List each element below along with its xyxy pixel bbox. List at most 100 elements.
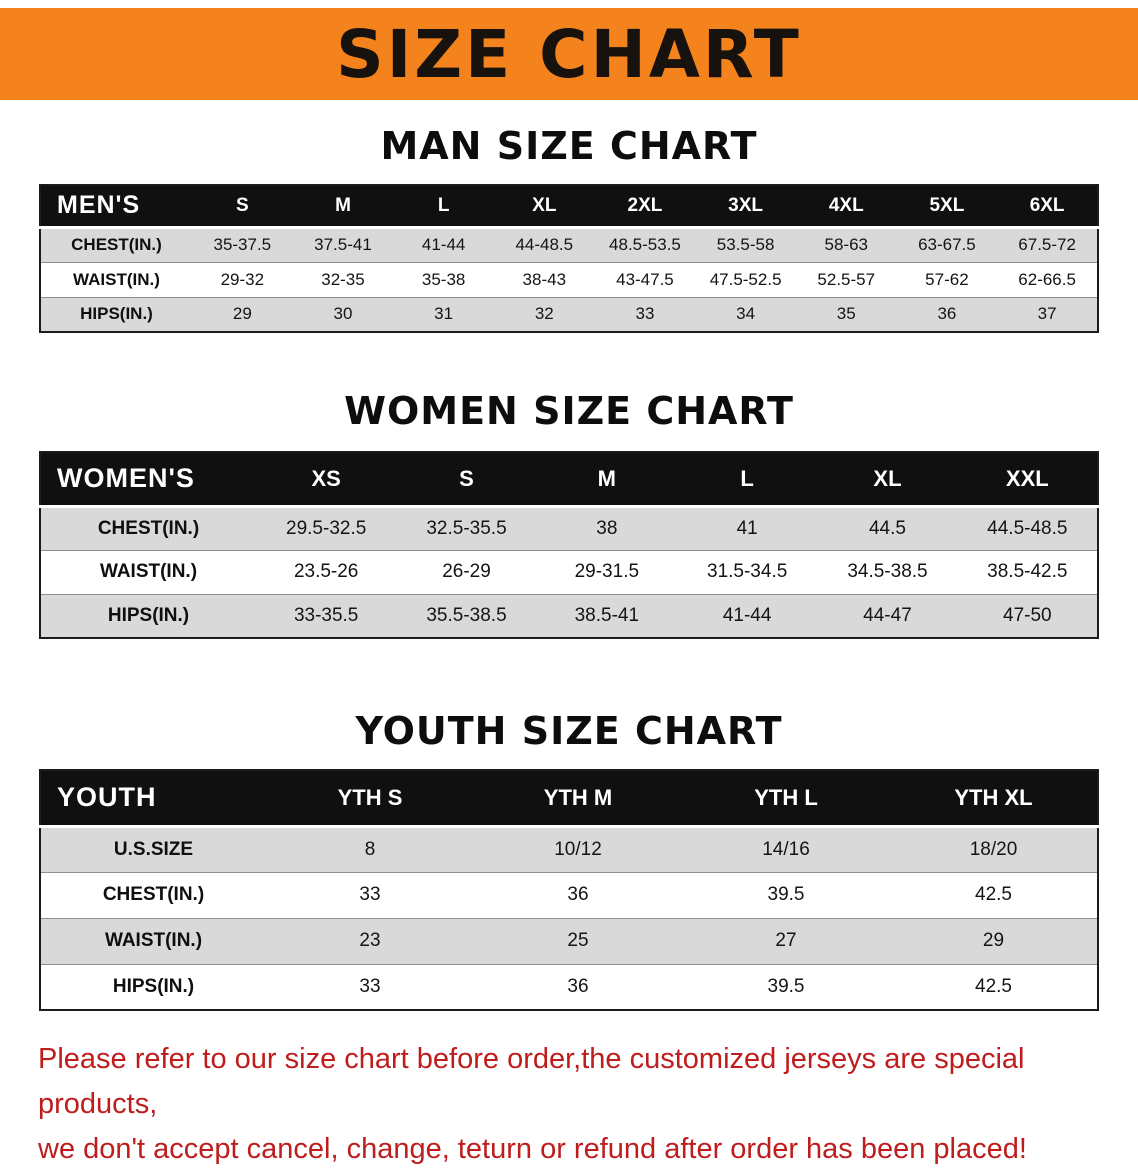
youth-table-row: WAIST(IN.) 23 25 27 29 (40, 918, 1098, 964)
women-column-header: XS (256, 452, 397, 508)
women-row-label: HIPS(IN.) (107, 604, 190, 626)
men-column-header: 2XL (594, 185, 696, 229)
women-cell: 38.5-42.5 (987, 561, 1068, 582)
men-cell: 31 (434, 304, 454, 324)
youth-row-label: CHEST(IN.) (102, 884, 205, 905)
section-women: WOMEN SIZE CHART WOMEN'S XS S M L XL XXL CHEST(I… (0, 389, 1138, 639)
women-cell: 47-50 (1003, 604, 1052, 626)
youth-cell: 33 (359, 975, 381, 997)
youth-cell: 36 (567, 884, 589, 905)
women-cell: 33-35.5 (293, 604, 359, 626)
men-cell: 52.5-57 (817, 269, 876, 289)
men-cell: 44-48.5 (515, 235, 574, 254)
youth-cell: 27 (775, 930, 797, 951)
page-title: SIZE CHART (336, 15, 802, 93)
women-cell: 35.5-38.5 (426, 604, 507, 626)
men-column-header: L (393, 185, 494, 229)
men-row-label: HIPS(IN.) (80, 304, 153, 324)
youth-cell: 36 (567, 975, 589, 997)
men-column-header: S (192, 185, 293, 229)
women-cell: 44-47 (863, 604, 912, 626)
youth-row-label: WAIST(IN.) (104, 930, 203, 951)
youth-cell: 8 (364, 838, 376, 860)
women-cell: 34.5-38.5 (847, 561, 928, 582)
men-header-row: MEN'S S M L XL 2XL 3XL 4XL 5XL 6XL (40, 185, 1098, 229)
women-corner-label: WOMEN'S (40, 452, 256, 508)
men-cell: 48.5-53.5 (609, 235, 681, 254)
men-cell: 30 (333, 304, 353, 324)
men-size-table: MEN'S S M L XL 2XL 3XL 4XL 5XL 6XL CHEST(IN.) 35-37… (39, 184, 1099, 333)
men-cell: 32 (534, 304, 554, 324)
youth-section-heading: YOUTH SIZE CHART (355, 709, 783, 753)
men-cell: 37 (1037, 304, 1057, 324)
size-chart-page: SIZE CHART MAN SIZE CHART MEN'S S M L XL 2XL 3X… (0, 8, 1138, 1172)
men-column-header: 5XL (896, 185, 998, 229)
men-cell: 29-32 (220, 269, 265, 289)
men-cell: 41-44 (421, 235, 466, 254)
men-table-row: HIPS(IN.) 29 30 31 32 33 34 35 36 37 (40, 297, 1098, 332)
men-cell: 36 (937, 304, 957, 324)
women-cell: 41 (736, 517, 758, 539)
men-column-header: 3XL (695, 185, 796, 229)
men-column-header: M (292, 185, 394, 229)
youth-cell: 10/12 (554, 838, 602, 860)
youth-cell: 42.5 (975, 975, 1012, 997)
youth-row-label: HIPS(IN.) (112, 975, 195, 997)
women-column-header: XXL (957, 452, 1098, 508)
women-cell: 31.5-34.5 (707, 561, 788, 582)
men-cell: 32-35 (321, 269, 365, 289)
size-chart-sections: MAN SIZE CHART MEN'S S M L XL 2XL 3XL 4XL 5XL 6XL C… (0, 124, 1138, 1011)
women-cell: 44.5-48.5 (987, 517, 1068, 539)
men-cell: 35-38 (421, 269, 466, 289)
youth-table-row: HIPS(IN.) 33 36 39.5 42.5 (40, 964, 1098, 1010)
men-cell: 62-66.5 (1018, 269, 1076, 289)
men-column-header: 4XL (795, 185, 897, 229)
women-cell: 41-44 (722, 604, 772, 626)
men-cell: 38-43 (522, 269, 567, 289)
men-cell: 47.5-52.5 (709, 269, 782, 289)
women-row-label: WAIST(IN.) (99, 561, 198, 582)
men-cell: 35 (836, 304, 856, 324)
section-men: MAN SIZE CHART MEN'S S M L XL 2XL 3XL 4XL 5XL 6XL C… (0, 124, 1138, 333)
women-column-header: XL (817, 452, 958, 508)
men-column-header: XL (493, 185, 595, 229)
men-cell: 33 (635, 304, 655, 324)
youth-column-header: YTH L (682, 770, 890, 828)
women-cell: 32.5-35.5 (426, 517, 507, 539)
youth-row-label: U.S.SIZE (113, 838, 194, 860)
men-cell: 58-63 (824, 235, 868, 254)
youth-cell: 42.5 (975, 884, 1012, 905)
notice-line-1: Please refer to our size chart before or… (38, 1043, 1025, 1120)
footer-notice: Please refer to our size chart before or… (38, 1037, 1100, 1172)
men-cell: 29 (232, 304, 252, 324)
women-column-header: L (676, 452, 818, 508)
women-cell: 23.5-26 (293, 561, 359, 582)
women-cell: 38.5-41 (574, 604, 640, 626)
youth-cell: 25 (567, 930, 589, 951)
men-cell: 37.5-41 (314, 235, 372, 254)
men-column-header: 6XL (997, 185, 1098, 229)
youth-column-header: YTH S (266, 770, 474, 828)
youth-cell: 33 (359, 884, 381, 905)
youth-table-row: U.S.SIZE 8 10/12 14/16 18/20 (40, 826, 1098, 872)
youth-cell: 14/16 (762, 838, 810, 860)
youth-column-header: YTH XL (890, 770, 1098, 828)
men-row-label: CHEST(IN.) (71, 235, 162, 254)
notice-line-2: we don't accept cancel, change, teturn o… (38, 1132, 1027, 1165)
men-cell: 53.5-58 (716, 235, 775, 254)
women-cell: 44.5 (868, 517, 906, 539)
men-cell: 57-62 (925, 269, 969, 289)
men-cell: 67.5-72 (1018, 235, 1076, 254)
women-cell: 26-29 (442, 561, 491, 582)
men-cell: 43-47.5 (616, 269, 674, 289)
youth-header-row: YOUTH YTH S YTH M YTH L YTH XL (40, 770, 1098, 828)
men-cell: 35-37.5 (213, 235, 272, 254)
youth-cell: 29 (982, 930, 1005, 951)
men-table-row: CHEST(IN.) 35-37.5 37.5-41 41-44 44-48.5 48.5… (40, 227, 1098, 262)
men-corner-label: MEN'S (40, 185, 192, 229)
banner: SIZE CHART (0, 8, 1138, 100)
women-table-row: HIPS(IN.) 33-35.5 35.5-38.5 38.5-41 41-44 44-… (40, 594, 1098, 638)
women-cell: 29.5-32.5 (286, 517, 367, 539)
men-cell: 34 (736, 304, 756, 324)
youth-column-header: YTH M (474, 770, 682, 828)
